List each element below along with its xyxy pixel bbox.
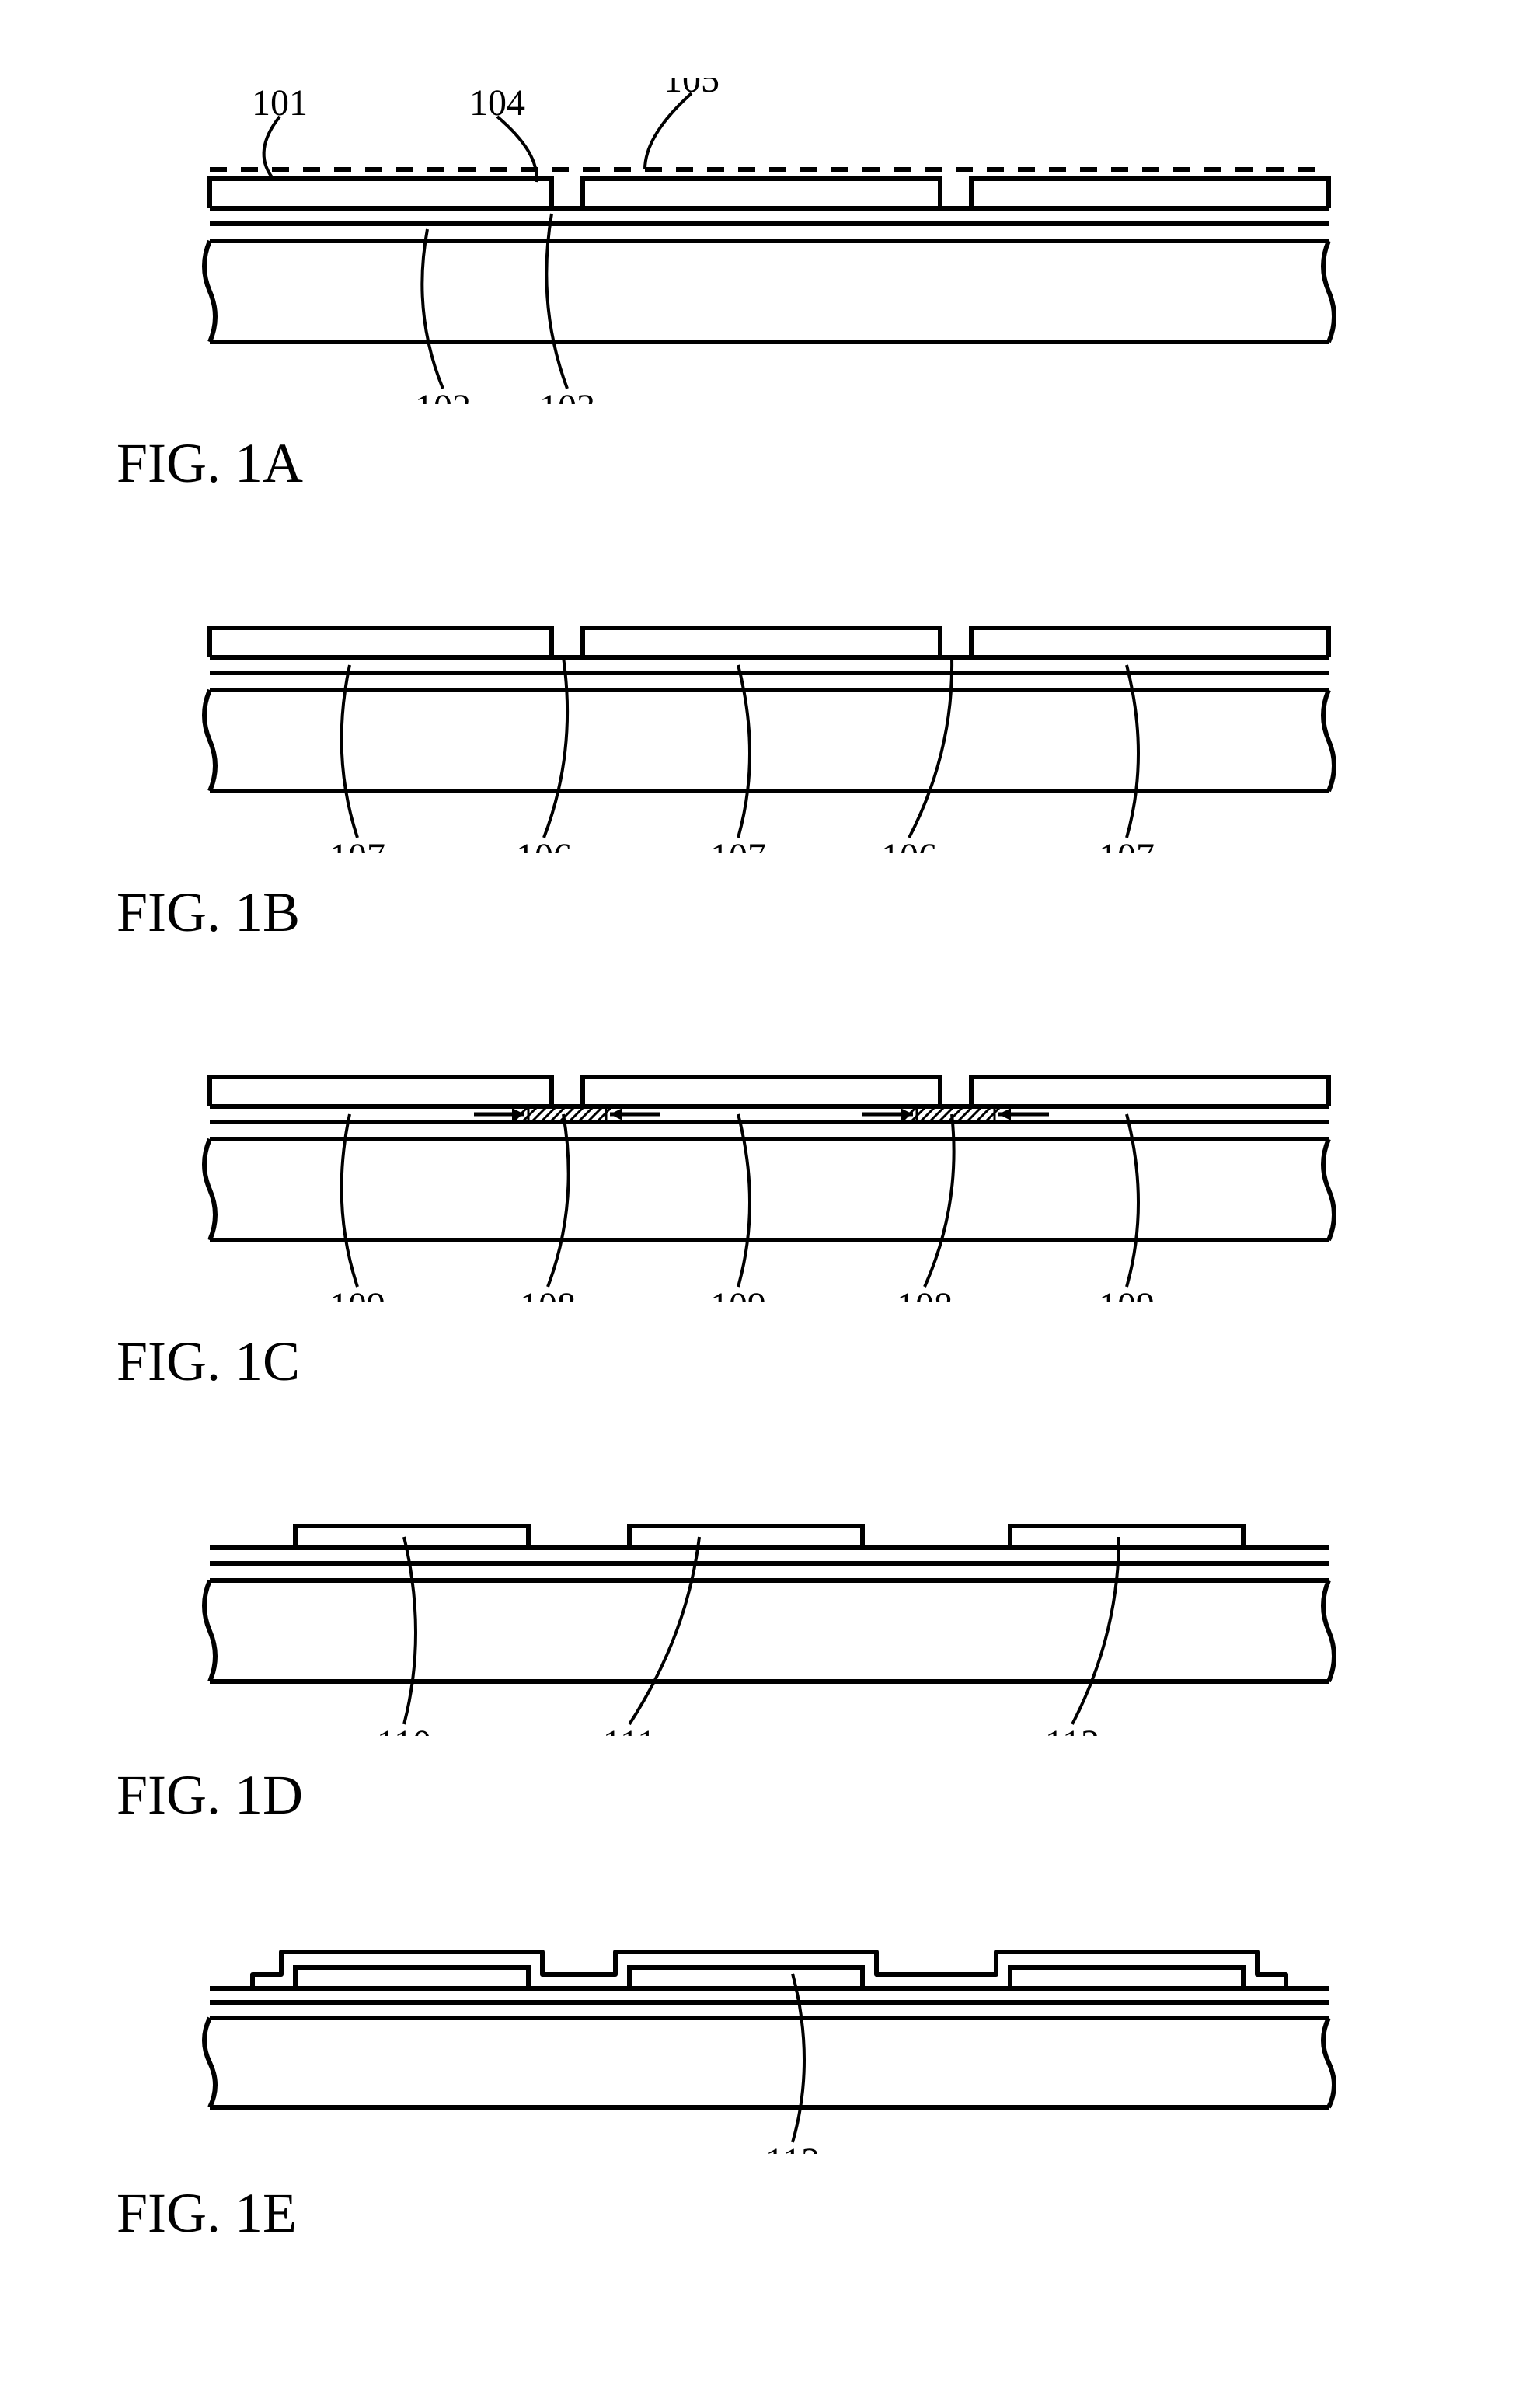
svg-text:106: 106 [881, 836, 937, 853]
svg-text:110: 110 [377, 1723, 431, 1736]
fig1a-svg: 101 104 105 102 103 [117, 78, 1422, 404]
svg-text:108: 108 [520, 1285, 576, 1302]
svg-text:107: 107 [710, 836, 766, 853]
fig1b: 107 106 107 106 107 FIG. 1B [117, 573, 1423, 945]
svg-text:109: 109 [1099, 1285, 1155, 1302]
svg-text:107: 107 [1099, 836, 1155, 853]
fig1d: 110 111 112 FIG. 1D [117, 1472, 1423, 1828]
svg-text:105: 105 [664, 78, 719, 100]
svg-text:102: 102 [415, 387, 471, 404]
svg-text:109: 109 [329, 1285, 385, 1302]
fig1c-caption: FIG. 1C [117, 1329, 1423, 1394]
svg-text:104: 104 [469, 82, 525, 124]
svg-text:101: 101 [252, 82, 308, 124]
fig1b-svg: 107 106 107 106 107 [117, 573, 1422, 853]
fig1c-svg: 109 108 109 108 109 [117, 1023, 1422, 1302]
svg-text:108: 108 [897, 1285, 953, 1302]
svg-text:113: 113 [765, 2141, 820, 2154]
fig1d-svg: 110 111 112 [117, 1472, 1422, 1736]
fig1d-caption: FIG. 1D [117, 1763, 1423, 1828]
svg-text:111: 111 [603, 1723, 656, 1736]
svg-text:107: 107 [329, 836, 385, 853]
fig1e-svg: 113 [117, 1905, 1422, 2154]
fig1e-caption: FIG. 1E [117, 2181, 1423, 2246]
fig1a: 101 104 105 102 103 FIG. 1A [117, 78, 1423, 496]
fig1c: 109 108 109 108 109 FIG. 1C [117, 1023, 1423, 1394]
fig1e: 113 FIG. 1E [117, 1905, 1423, 2246]
svg-text:103: 103 [539, 387, 595, 404]
fig1a-caption: FIG. 1A [117, 431, 1423, 496]
svg-text:106: 106 [516, 836, 572, 853]
svg-text:112: 112 [1045, 1723, 1099, 1736]
svg-text:109: 109 [710, 1285, 766, 1302]
fig1b-caption: FIG. 1B [117, 880, 1423, 945]
